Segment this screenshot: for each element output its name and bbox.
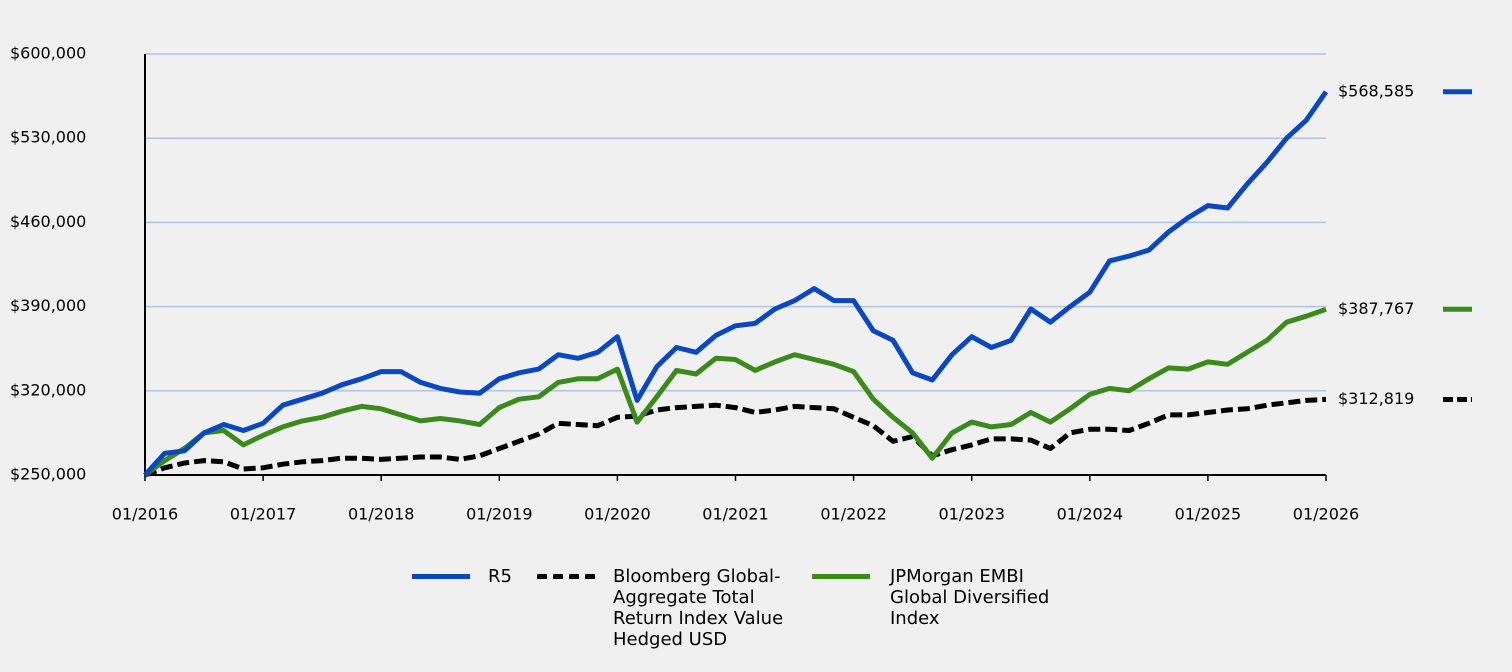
series-line [143,90,1329,477]
x-tick-label: 01/2018 [348,505,414,524]
chart: $250,000 $320,000 $390,000 $460,000 $530,000… [10,44,1472,524]
x-tick-label: 01/2024 [1057,505,1123,524]
legend-label: JPMorgan EMBI Global Diversified Index [890,566,1050,629]
end-label: $312,819 [1338,389,1414,408]
legend-label: R5 [488,566,512,587]
legend-line [812,574,870,579]
x-tick-label: 01/2025 [1175,505,1241,524]
end-label: $568,585 [1338,81,1414,100]
x-tick-label: 01/2019 [466,505,532,524]
y-tick-label: $600,000 [10,44,86,63]
y-tick-label: $250,000 [10,465,86,484]
y-tick-label: $460,000 [10,212,86,231]
x-tick-label: 01/2021 [702,505,768,524]
legend-line [412,574,470,579]
series-line [144,396,1327,478]
x-tick-label: 01/2016 [112,505,178,524]
x-tick-label: 01/2022 [820,505,886,524]
end-label: $387,767 [1338,299,1414,318]
x-tick-label: 01/2017 [230,505,296,524]
legend-line [537,574,595,579]
series-line [143,306,1327,478]
y-tick-label: $320,000 [10,380,86,399]
y-tick-label: $390,000 [10,296,86,315]
x-tick-label: 01/2023 [938,505,1004,524]
y-tick-label: $530,000 [10,128,86,147]
legend-label: Bloomberg Global-Aggregate Total Return … [613,566,784,650]
x-tick-label: 01/2026 [1293,505,1359,524]
x-tick-label: 01/2020 [584,505,650,524]
